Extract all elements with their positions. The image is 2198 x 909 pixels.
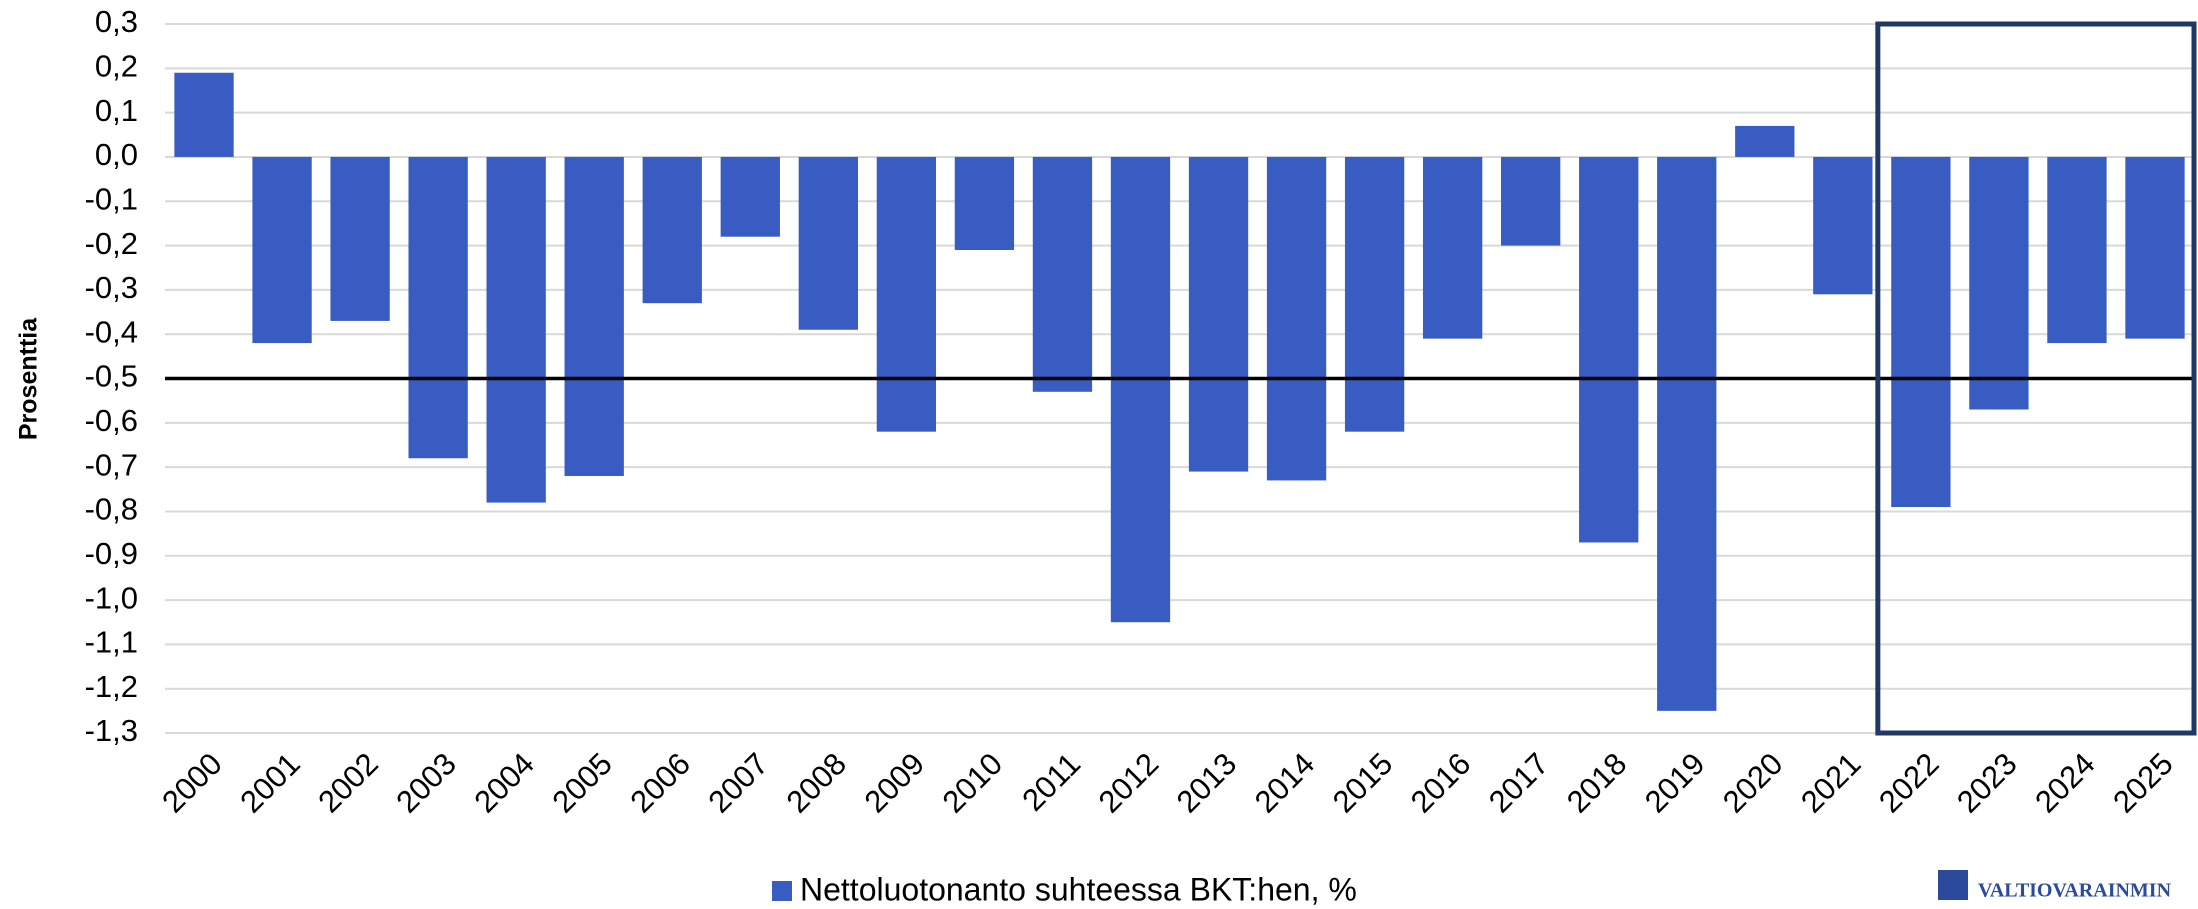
- bar: [1735, 125, 1795, 157]
- y-axis-label: Prosenttia: [15, 317, 43, 440]
- y-tick-label: -0,6: [85, 403, 138, 438]
- x-tick-label: 2011: [1015, 746, 1087, 818]
- bar: [1422, 156, 1483, 339]
- bar: [408, 156, 468, 459]
- x-tick-label: 2013: [1170, 746, 1244, 820]
- x-tick-label: 2021: [1794, 746, 1868, 820]
- x-tick-label: 2002: [311, 746, 385, 820]
- y-tick-label: -1,1: [85, 625, 138, 660]
- x-tick-label: 2008: [780, 746, 854, 820]
- x-tick-label: 2016: [1404, 746, 1478, 820]
- bar: [1501, 156, 1561, 246]
- y-tick-label: 0,0: [95, 137, 138, 172]
- y-tick-label: -0,1: [85, 181, 138, 216]
- bar: [1579, 156, 1639, 543]
- bar: [1344, 156, 1405, 432]
- bar: [1266, 156, 1327, 481]
- bar: [798, 156, 858, 330]
- y-tick-label: -0,4: [85, 314, 138, 349]
- bar: [720, 156, 780, 237]
- x-tick-label: 2017: [1482, 746, 1556, 820]
- y-tick-label: 0,1: [95, 93, 138, 128]
- logo-text: VALTIOVARAINMIN: [1978, 880, 2172, 902]
- y-tick-label: -0,9: [85, 536, 138, 571]
- x-tick-label: 2014: [1248, 746, 1322, 820]
- x-tick-label: 2012: [1092, 746, 1166, 820]
- x-tick-label: 2023: [1950, 746, 2024, 820]
- legend-swatch: [772, 881, 792, 901]
- y-tick-label: 0,3: [95, 4, 138, 39]
- logo-icon: [1938, 870, 1968, 900]
- y-tick-label: -1,2: [85, 669, 138, 704]
- y-tick-label: -0,3: [85, 270, 138, 305]
- y-tick-label: -1,0: [85, 580, 138, 615]
- y-tick-label: 0,2: [95, 49, 138, 84]
- bar: [2047, 156, 2107, 344]
- bar: [1657, 156, 1717, 711]
- x-tick-label: 2007: [702, 746, 776, 820]
- highlight-box: [1875, 21, 2197, 736]
- x-tick-label: 2005: [545, 746, 619, 820]
- bar: [1969, 156, 2029, 410]
- legend-label: Nettoluotonanto suhteessa BKT:hen, %: [800, 871, 1357, 907]
- bar: [330, 156, 390, 321]
- x-tick-label: 2024: [2028, 746, 2102, 820]
- bar: [1188, 156, 1249, 472]
- bar: [174, 72, 234, 157]
- y-tick-label: -1,3: [85, 713, 138, 748]
- x-tick-label: 2004: [467, 746, 541, 820]
- x-tick-label: 2001: [233, 746, 307, 820]
- x-tick-label: 2000: [155, 746, 229, 820]
- x-tick-label: 2006: [623, 746, 697, 820]
- x-tick-label: 2020: [1716, 746, 1790, 820]
- bar: [1032, 156, 1093, 392]
- bar: [486, 156, 546, 503]
- x-tick-label: 2015: [1326, 746, 1400, 820]
- bar: [954, 156, 1015, 250]
- bar: [876, 156, 937, 432]
- y-tick-label: -0,8: [85, 492, 138, 527]
- bar: [1813, 156, 1873, 295]
- logo: VALTIOVARAINMIN: [1938, 870, 2172, 902]
- x-tick-label: 2003: [389, 746, 463, 820]
- y-tick-label: -0,5: [85, 359, 138, 394]
- bar: [564, 156, 624, 476]
- x-tick-label: 2019: [1638, 746, 1712, 820]
- bar: [252, 156, 312, 344]
- bar: [2125, 156, 2185, 339]
- x-tick-label: 2018: [1560, 746, 1634, 820]
- bar: [1891, 156, 1951, 508]
- bar: [1110, 156, 1171, 623]
- y-tick-label: -0,7: [85, 447, 138, 482]
- bar: [642, 156, 702, 304]
- x-tick-label: 2010: [936, 746, 1010, 820]
- x-tick-label: 2025: [2106, 746, 2180, 820]
- x-tick-label: 2022: [1872, 746, 1946, 820]
- y-tick-label: -0,2: [85, 226, 138, 261]
- x-tick-label: 2009: [858, 746, 932, 820]
